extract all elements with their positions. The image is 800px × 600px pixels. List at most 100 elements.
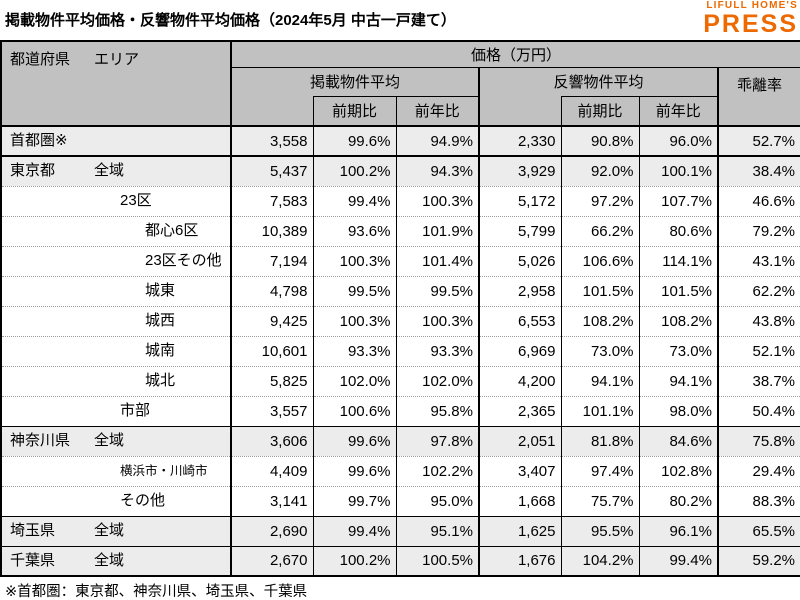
cell-response-prev-year: 107.7% [639, 186, 719, 217]
cell-response-prev-period: 104.2% [561, 546, 640, 576]
prefecture-label: 東京都 [10, 162, 56, 180]
cell-listed-prev-period: 93.6% [313, 216, 397, 247]
cell-listed-prev-year: 102.2% [396, 456, 480, 487]
cell-deviation-rate: 52.1% [718, 336, 800, 367]
cell-listed-prev-period: 102.0% [313, 366, 397, 397]
cell-listed-prev-period: 100.2% [313, 156, 397, 187]
table-row: 都心6区 10,389 93.6% 101.9% 5,799 66.2% 80.6% 79.2… [1, 216, 800, 247]
cell-response-prev-year: 84.6% [639, 426, 719, 457]
cell-listed-avg-price: 4,798 [231, 276, 314, 307]
cell-deviation-rate: 52.7% [718, 126, 800, 157]
cell-deviation-rate: 62.2% [718, 276, 800, 307]
cell-response-prev-period: 95.5% [561, 516, 640, 547]
cell-response-prev-period: 75.7% [561, 486, 640, 517]
cell-region: 千葉県 全域 [1, 546, 232, 576]
cell-listed-prev-year: 94.9% [396, 126, 480, 157]
cell-listed-prev-year: 100.5% [396, 546, 480, 576]
area-label: 横浜市・川崎市 [120, 464, 208, 478]
header-listed-avg: 掲載物件平均 [231, 67, 480, 96]
header-listed-prev-period: 前期比 [313, 95, 397, 127]
header-response-price-spacer [479, 96, 562, 127]
area-label: 城北 [145, 372, 176, 389]
table-row: 埼玉県 全域 2,690 99.4% 95.1% 1,625 95.5% 96.1% 65.5% [1, 516, 800, 547]
cell-listed-prev-period: 99.6% [313, 426, 397, 457]
table-row: 23区その他 7,194 100.3% 101.4% 5,026 106.6% 114.1%… [1, 246, 800, 277]
cell-region: 東京都 全域 [1, 156, 232, 187]
cell-listed-avg-price: 7,194 [231, 246, 314, 277]
cell-response-avg-price: 3,407 [479, 456, 562, 487]
cell-response-prev-year: 80.6% [639, 216, 719, 247]
header-area-label: エリア [94, 51, 140, 68]
table-header: 都道府県 エリア 価格（万円） 掲載物件平均 反響物件平均 乖離率 前期比 前年比… [1, 41, 800, 127]
table-row: 城西 9,425 100.3% 100.3% 6,553 108.2% 108.2% 43.8… [1, 306, 800, 337]
cell-listed-prev-year: 95.1% [396, 516, 480, 547]
cell-deviation-rate: 59.2% [718, 546, 800, 576]
cell-response-prev-year: 100.1% [639, 156, 719, 187]
cell-listed-prev-year: 94.3% [396, 156, 480, 187]
cell-listed-prev-period: 100.6% [313, 396, 397, 427]
cell-response-prev-year: 114.1% [639, 246, 719, 277]
cell-listed-avg-price: 10,601 [231, 336, 314, 367]
cell-listed-prev-year: 102.0% [396, 366, 480, 397]
cell-region: 神奈川県 全域 [1, 426, 232, 457]
header-listed-prev-year: 前年比 [396, 95, 480, 127]
cell-listed-prev-year: 100.3% [396, 186, 480, 217]
area-label: 城西 [145, 312, 176, 329]
cell-region: 横浜市・川崎市 [1, 456, 232, 487]
area-label: 市部 [120, 402, 151, 419]
table-row: 城北 5,825 102.0% 102.0% 4,200 94.1% 94.1% 38.7% [1, 366, 800, 397]
cell-region: 城南 [1, 336, 232, 367]
price-table: 都道府県 エリア 価格（万円） 掲載物件平均 反響物件平均 乖離率 前期比 前年比… [0, 40, 800, 577]
table-row: 城東 4,798 99.5% 99.5% 2,958 101.5% 101.5% 62.2% [1, 276, 800, 307]
cell-response-prev-period: 92.0% [561, 156, 640, 187]
table-row: 横浜市・川崎市 4,409 99.6% 102.2% 3,407 97.4% 102.8% 2… [1, 456, 800, 487]
cell-listed-avg-price: 3,558 [231, 126, 314, 157]
header-region: 都道府県 エリア [1, 41, 232, 127]
cell-response-prev-year: 96.0% [639, 126, 719, 157]
cell-listed-prev-period: 99.6% [313, 456, 397, 487]
cell-listed-prev-period: 99.5% [313, 276, 397, 307]
cell-listed-avg-price: 9,425 [231, 306, 314, 337]
cell-response-avg-price: 2,330 [479, 126, 562, 157]
cell-response-prev-year: 99.4% [639, 546, 719, 576]
cell-listed-avg-price: 5,825 [231, 366, 314, 397]
cell-deviation-rate: 38.4% [718, 156, 800, 187]
cell-listed-prev-year: 101.9% [396, 216, 480, 247]
cell-listed-prev-year: 97.8% [396, 426, 480, 457]
prefecture-label: 首都圏※ [10, 132, 68, 149]
cell-deviation-rate: 43.1% [718, 246, 800, 277]
header-listed-price-spacer [231, 96, 314, 127]
area-label: 23区 [120, 192, 152, 209]
cell-response-prev-year: 101.5% [639, 276, 719, 307]
cell-response-prev-period: 101.1% [561, 396, 640, 427]
cell-response-avg-price: 5,172 [479, 186, 562, 217]
page-title: 掲載物件平均価格・反響物件平均価格（2024年5月 中古一戸建て） [5, 12, 456, 29]
table-row: 千葉県 全域 2,670 100.2% 100.5% 1,676 104.2% 99.4% 59… [1, 546, 800, 576]
table-row: その他 3,141 99.7% 95.0% 1,668 75.7% 80.2% 88.3% [1, 486, 800, 517]
cell-response-prev-period: 101.5% [561, 276, 640, 307]
cell-listed-avg-price: 2,670 [231, 546, 314, 576]
area-label: 23区その他 [145, 252, 222, 269]
cell-region: 都心6区 [1, 216, 232, 247]
header-response-avg: 反響物件平均 [479, 67, 719, 96]
table-row: 神奈川県 全域 3,606 99.6% 97.8% 2,051 81.8% 84.6% 75.8… [1, 426, 800, 457]
header-response-prev-year: 前年比 [639, 95, 719, 127]
cell-listed-avg-price: 7,583 [231, 186, 314, 217]
cell-response-avg-price: 6,553 [479, 306, 562, 337]
area-label: 全域 [94, 522, 125, 539]
cell-deviation-rate: 29.4% [718, 456, 800, 487]
cell-listed-avg-price: 3,141 [231, 486, 314, 517]
cell-listed-prev-year: 101.4% [396, 246, 480, 277]
cell-listed-prev-period: 100.2% [313, 546, 397, 576]
cell-listed-avg-price: 10,389 [231, 216, 314, 247]
prefecture-label: 埼玉県 [10, 522, 56, 539]
cell-region: その他 [1, 486, 232, 517]
cell-region: 23区 [1, 186, 232, 217]
cell-response-avg-price: 4,200 [479, 366, 562, 397]
cell-deviation-rate: 50.4% [718, 396, 800, 427]
cell-listed-avg-price: 3,606 [231, 426, 314, 457]
cell-response-prev-year: 80.2% [639, 486, 719, 517]
cell-region: 城西 [1, 306, 232, 337]
cell-response-prev-year: 98.0% [639, 396, 719, 427]
cell-listed-prev-year: 95.0% [396, 486, 480, 517]
